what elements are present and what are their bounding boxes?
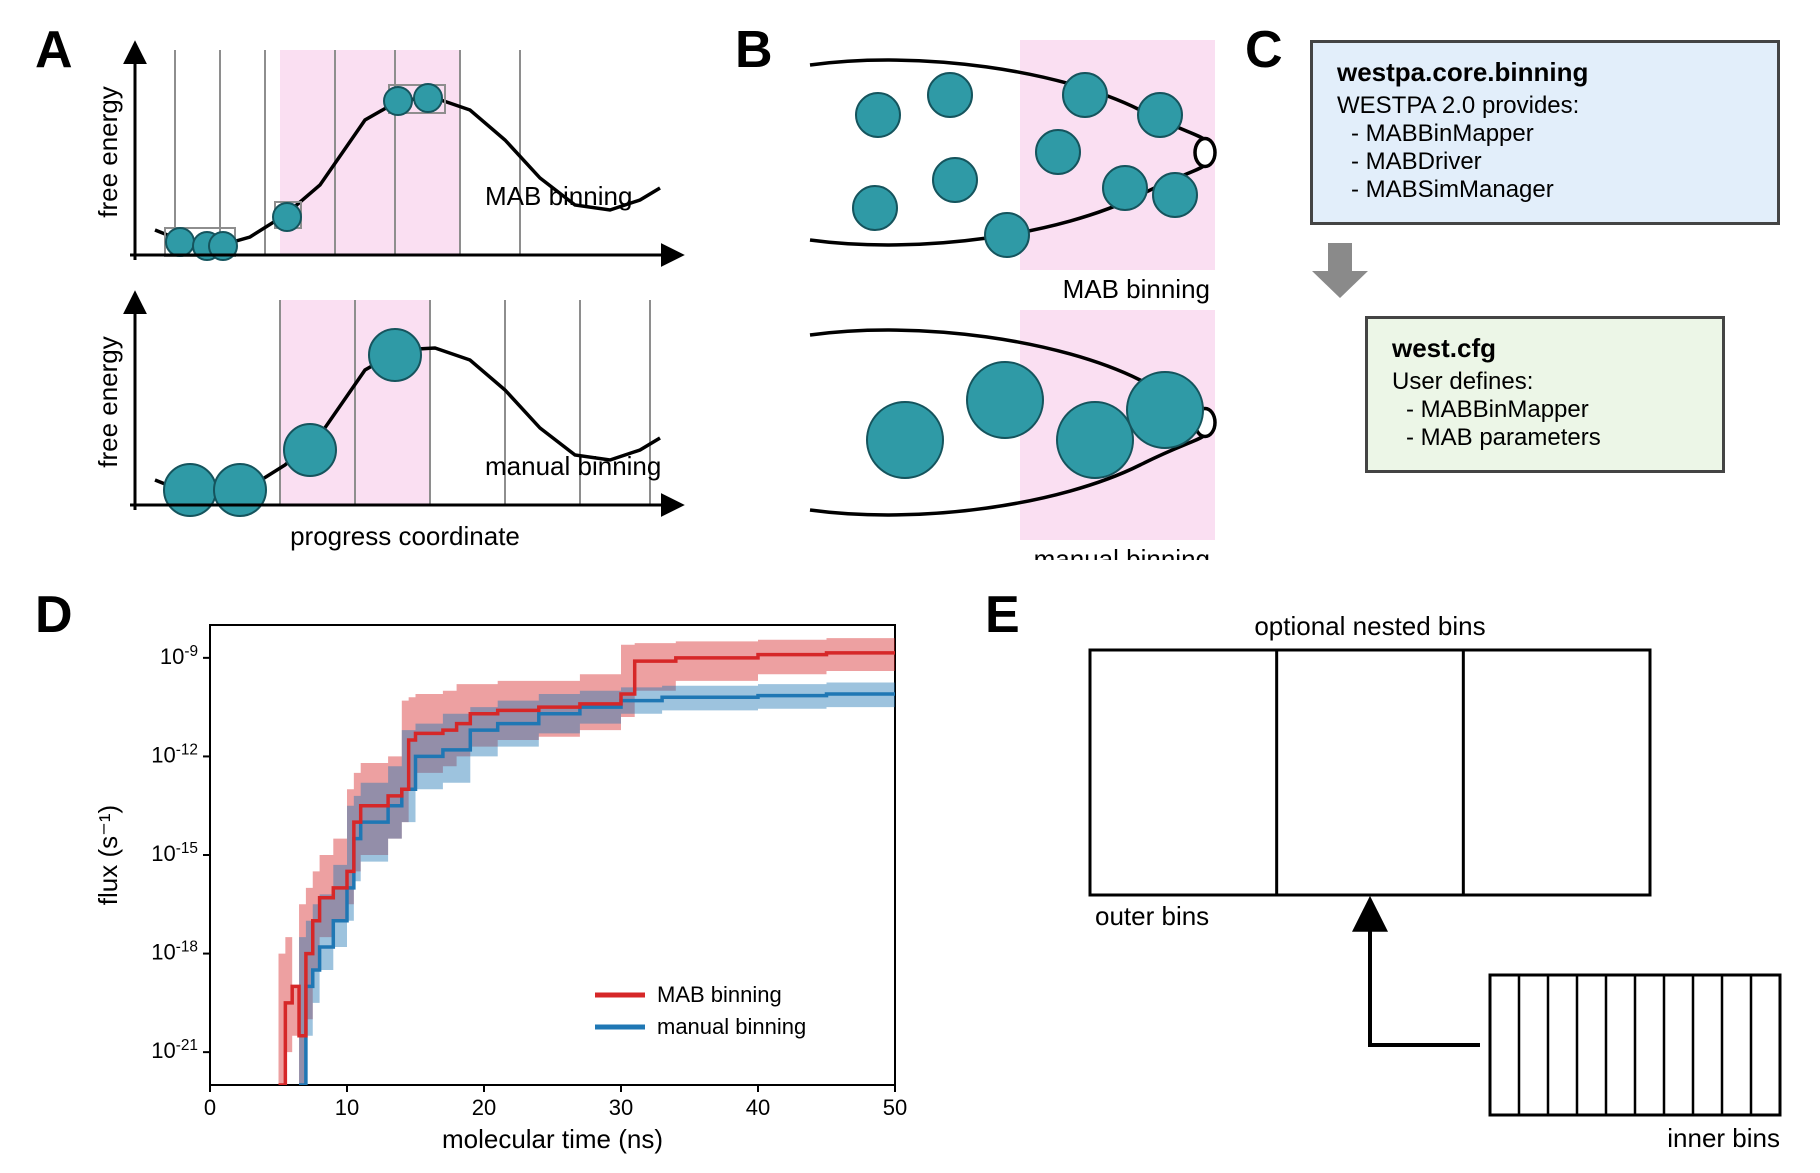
- box-item: - MABBinMapper: [1351, 120, 1753, 148]
- svg-text:manual binning: manual binning: [657, 1014, 806, 1039]
- svg-text:50: 50: [883, 1095, 907, 1120]
- panel-label-e: E: [985, 585, 1020, 645]
- svg-text:10: 10: [335, 1095, 359, 1120]
- svg-text:inner bins: inner bins: [1667, 1123, 1780, 1153]
- panel-e-svg: optional nested bins outer bins inner bins: [1060, 605, 1790, 1165]
- svg-text:progress coordinate: progress coordinate: [290, 521, 520, 551]
- svg-text:MAB binning: MAB binning: [1063, 274, 1210, 304]
- svg-text:10-9: 10-9: [160, 642, 198, 669]
- svg-text:20: 20: [472, 1095, 496, 1120]
- svg-text:MAB binning: MAB binning: [657, 982, 782, 1007]
- box-westpa-core-binning: westpa.core.binningWESTPA 2.0 provides:-…: [1310, 40, 1780, 225]
- panel-label-a: A: [35, 20, 73, 80]
- box-title: westpa.core.binning: [1337, 57, 1753, 88]
- box-item: - MABDriver: [1351, 148, 1753, 176]
- box-item: - MABSimManager: [1351, 176, 1753, 204]
- panel-label-c: C: [1245, 20, 1283, 80]
- panel-label-b: B: [735, 20, 773, 80]
- svg-text:10-12: 10-12: [151, 741, 198, 768]
- box-subtitle: User defines:: [1392, 368, 1698, 396]
- figure-root: A B C D E free energyMAB binningfree ene…: [0, 0, 1820, 1173]
- panel-c-container: westpa.core.binningWESTPA 2.0 provides:-…: [1310, 40, 1780, 473]
- legend: MAB binning manual binning: [595, 982, 806, 1039]
- panel-b-svg: MAB binning manual binning: [790, 30, 1230, 560]
- box-item: - MAB parameters: [1406, 424, 1698, 452]
- panel-label-d: D: [35, 585, 73, 645]
- svg-text:flux (s⁻¹): flux (s⁻¹): [95, 805, 123, 905]
- box-subtitle: WESTPA 2.0 provides:: [1337, 92, 1753, 120]
- svg-text:10-21: 10-21: [151, 1037, 198, 1064]
- arrow-down-icon: [1310, 243, 1370, 298]
- svg-text:manual binning: manual binning: [1034, 544, 1210, 560]
- box-title: west.cfg: [1392, 333, 1698, 364]
- svg-text:manual binning: manual binning: [485, 451, 661, 481]
- svg-text:30: 30: [609, 1095, 633, 1120]
- box-item: - MABBinMapper: [1406, 396, 1698, 424]
- svg-text:40: 40: [746, 1095, 770, 1120]
- svg-text:free energy: free energy: [93, 336, 123, 468]
- svg-text:MAB binning: MAB binning: [485, 181, 632, 211]
- panel-d-chart: 0 10 20 30 40 50 10-21 10-18 10-15 10-12 10-9 molec…: [95, 605, 915, 1160]
- svg-text:10-18: 10-18: [151, 938, 198, 965]
- svg-text:optional nested bins: optional nested bins: [1254, 611, 1485, 641]
- svg-text:molecular time (ns): molecular time (ns): [442, 1124, 663, 1154]
- svg-text:0: 0: [204, 1095, 216, 1120]
- arrow-container: [1310, 243, 1780, 298]
- panel-a-svg: free energy MAB binning free energy manual …: [80, 30, 700, 560]
- svg-text:10-15: 10-15: [151, 840, 198, 867]
- svg-text:outer bins: outer bins: [1095, 901, 1209, 931]
- box-west-cfg: west.cfg User defines:- MABBinMapper- MAB…: [1365, 316, 1725, 473]
- svg-text:free energy: free energy: [93, 86, 123, 218]
